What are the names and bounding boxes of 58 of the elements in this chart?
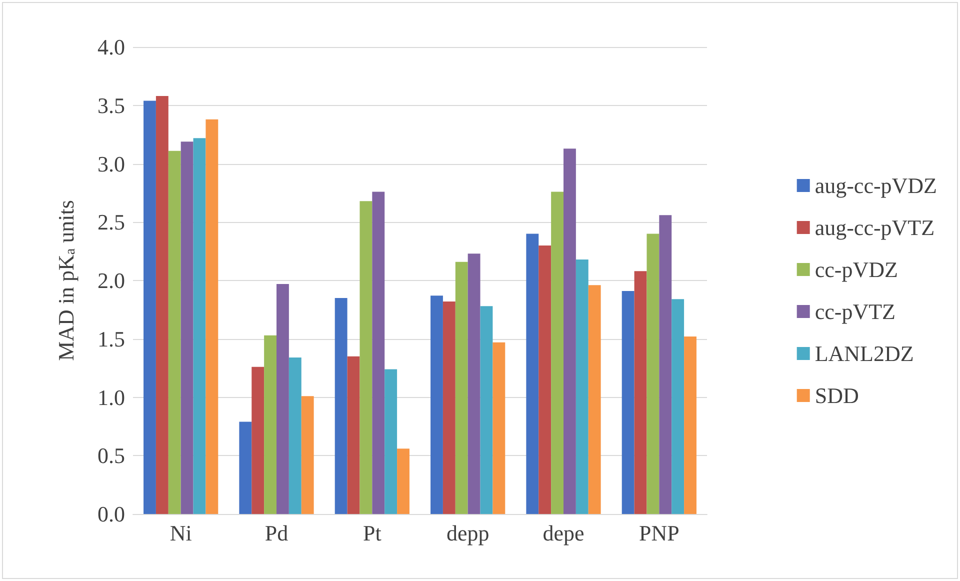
bar bbox=[180, 142, 194, 514]
legend-label: LANL2DZ bbox=[814, 341, 914, 366]
bar bbox=[168, 150, 181, 514]
bar bbox=[588, 285, 601, 514]
bar bbox=[360, 201, 372, 514]
bar bbox=[334, 298, 348, 514]
y-axis-title: MAD in pKa units bbox=[54, 200, 78, 361]
x-tick-label: Pt bbox=[362, 520, 382, 546]
bar bbox=[288, 358, 302, 514]
x-tick-label: depe bbox=[542, 520, 584, 546]
bar bbox=[480, 306, 493, 514]
bar bbox=[455, 262, 468, 514]
x-tick-label: depp bbox=[446, 520, 490, 546]
bar bbox=[301, 396, 314, 514]
bar bbox=[564, 148, 576, 514]
y-tick-label: 4.0 bbox=[98, 34, 125, 60]
legend-label: cc-pVDZ bbox=[814, 257, 898, 282]
bar bbox=[206, 119, 218, 514]
legend-label: aug-cc-pVDZ bbox=[814, 173, 938, 198]
bar bbox=[634, 271, 647, 514]
bar bbox=[442, 302, 456, 514]
bar bbox=[492, 342, 506, 514]
bar bbox=[252, 366, 264, 514]
bar bbox=[468, 254, 480, 514]
bar bbox=[144, 100, 156, 514]
y-tick-label: 0.0 bbox=[98, 502, 125, 526]
bar bbox=[672, 299, 684, 514]
bar bbox=[276, 284, 289, 514]
x-tick-label: PNP bbox=[638, 520, 680, 546]
bar bbox=[551, 192, 564, 514]
bar bbox=[622, 291, 634, 514]
x-tick-label: Ni bbox=[170, 520, 192, 546]
bar bbox=[193, 138, 206, 514]
bar bbox=[684, 336, 696, 514]
bar bbox=[347, 356, 360, 514]
y-tick-label: 1.5 bbox=[98, 326, 125, 352]
bar bbox=[384, 369, 398, 514]
bar bbox=[397, 448, 410, 514]
bar bbox=[526, 234, 539, 514]
bar bbox=[264, 335, 276, 514]
bar bbox=[372, 192, 385, 514]
y-tick-label: 2.5 bbox=[98, 210, 125, 235]
y-tick-label: 0.5 bbox=[98, 443, 125, 468]
bar bbox=[576, 259, 588, 514]
bar bbox=[156, 96, 168, 514]
legend-label: SDD bbox=[814, 383, 859, 408]
legend-label: cc-pVTZ bbox=[814, 299, 896, 324]
bar bbox=[239, 422, 252, 514]
bar bbox=[659, 215, 672, 514]
bar bbox=[538, 245, 552, 514]
bar bbox=[430, 296, 443, 514]
x-tick-label: Pd bbox=[264, 520, 288, 546]
bar bbox=[646, 234, 660, 514]
y-tick-label: 2.0 bbox=[98, 268, 125, 293]
y-tick-label: 3.0 bbox=[98, 151, 125, 176]
y-tick-label: 3.5 bbox=[98, 92, 125, 118]
legend-label: aug-cc-pVTZ bbox=[814, 215, 935, 240]
y-tick-label: 1.0 bbox=[98, 384, 125, 410]
